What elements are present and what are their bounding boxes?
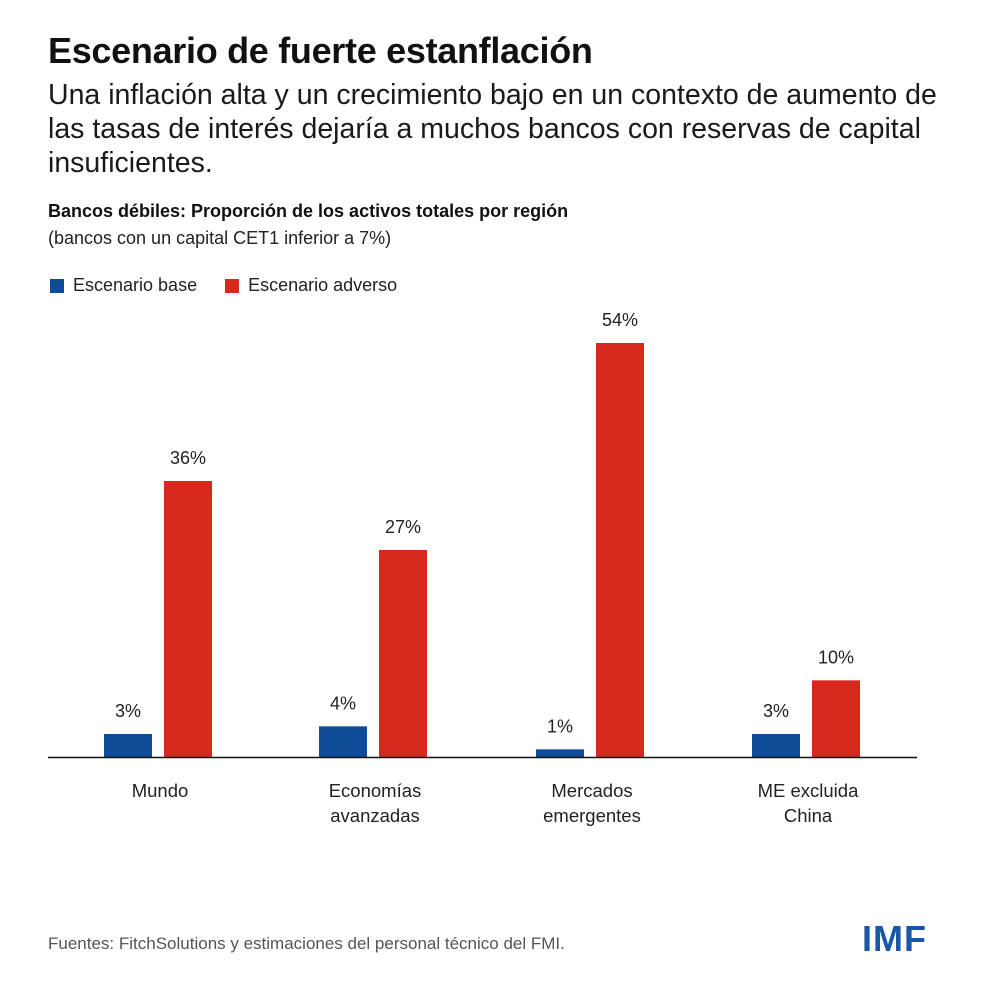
legend-item-adverse: Escenario adverso — [225, 275, 397, 296]
data-label-adverse-2: 54% — [602, 310, 638, 330]
data-label-adverse-3: 10% — [818, 647, 854, 667]
bar-adverse-1 — [379, 550, 427, 757]
legend-item-base: Escenario base — [50, 275, 197, 296]
chart-title: Bancos débiles: Proporción de los activo… — [48, 201, 569, 221]
legend-swatch-base — [50, 278, 64, 293]
data-label-base-1: 4% — [330, 693, 356, 713]
data-label-base-3: 3% — [763, 701, 789, 721]
bar-adverse-0 — [164, 481, 212, 757]
category-label-3-0: ME excluida — [758, 780, 859, 801]
category-label-0-0: Mundo — [132, 780, 189, 801]
bar-adverse-3 — [812, 680, 860, 757]
page-title: Escenario de fuerte estanflación — [48, 30, 593, 71]
category-label-3-1: China — [784, 805, 833, 826]
category-label-2-1: emergentes — [543, 805, 641, 826]
source-note: Fuentes: FitchSolutions y estimaciones d… — [48, 934, 565, 953]
bar-base-0 — [104, 734, 152, 757]
category-label-1-1: avanzadas — [330, 805, 419, 826]
chart-subtitle: (bancos con un capital CET1 inferior a 7… — [48, 228, 392, 248]
bar-base-2 — [536, 749, 584, 757]
bar-adverse-2 — [596, 343, 644, 757]
data-label-base-2: 1% — [547, 716, 573, 736]
category-label-1-0: Economías — [329, 780, 422, 801]
data-label-adverse-0: 36% — [170, 448, 206, 468]
bar-base-3 — [752, 734, 800, 757]
data-label-base-0: 3% — [115, 701, 141, 721]
bar-base-1 — [319, 726, 367, 757]
chart-legend: Escenario base Escenario adverso — [50, 275, 425, 296]
legend-label-base: Escenario base — [73, 275, 198, 295]
legend-swatch-adverse — [225, 278, 240, 293]
legend-label-adverse: Escenario adverso — [248, 275, 398, 295]
page-subtitle: Una inflación alta y un crecimiento bajo… — [48, 79, 937, 179]
category-label-2-0: Mercados — [551, 780, 632, 801]
data-label-adverse-1: 27% — [385, 517, 421, 537]
imf-logo: IMF — [862, 918, 927, 959]
